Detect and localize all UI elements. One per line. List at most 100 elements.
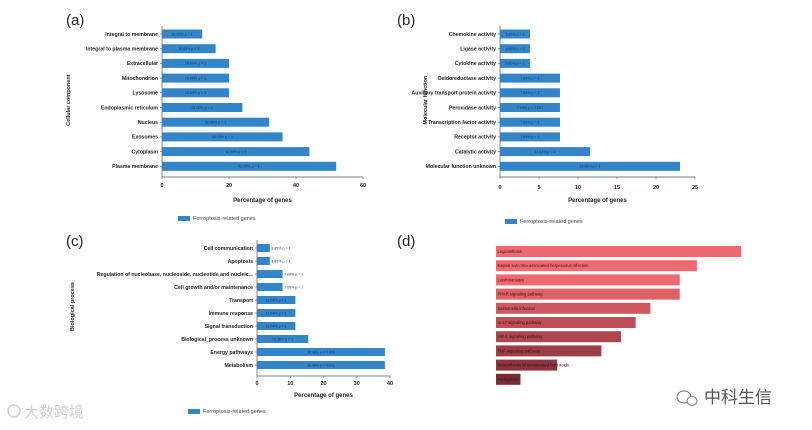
x-tick-label: 5 [537,185,540,191]
bar [500,147,591,157]
category-label: Cytoplasm [131,149,158,155]
bar-category-label: HIF-1 signaling pathway [498,334,544,339]
bar-value-label: 23.08% p = 1 [579,165,600,169]
panel-a: (a) 0 20 40 60 Percentage of genes Cellular co… [66,12,366,222]
bar [500,44,531,54]
bar [500,161,681,171]
bar-value-label: 7.69% p = 0.081 [517,106,543,110]
bar-category-label: Kaposi sarcoma-associated herpesvirus in… [498,263,590,268]
bar [500,29,531,39]
legend-label: Ferroptosis-related genes [520,219,583,225]
bar-value-label: 16.00% p = 1 [178,47,199,51]
x-tick-label: 40 [293,183,299,189]
x-tick-label: 0 [255,381,258,387]
bar [257,322,296,330]
watermark-text: 大数跨境 [24,403,84,421]
bar-value-label: 3.85% p = 1 [505,47,524,51]
bar [257,283,283,291]
legend-swatch [188,409,200,414]
y-axis-label: Biological process [70,282,76,331]
bar-value-label: 44.00% p = 1 [225,150,246,154]
category-label: Plasma membrane [112,164,158,170]
bar-value-label: 11.54% p = 1 [534,150,555,154]
bar [257,270,283,278]
category-label: Integral to membrane [105,32,158,38]
bar-value-label: 38.46% p = 0.008 [307,350,335,354]
bar [162,103,243,112]
bar [496,317,636,328]
category-label: Auxiliary transport protein activity [412,91,497,97]
bar-category-label: Leishmaniasis [498,277,525,282]
category-label: Receptor activity [454,135,496,141]
bar-value-label: 12.00% p = 1 [171,32,192,36]
bar [500,58,531,68]
x-axis-label: Percentage of genes [568,198,627,204]
bar-value-label: 11.54% p = 1 [266,298,287,302]
category-label: Molecular function unknown [426,164,496,170]
bar [500,103,560,112]
bar [257,257,270,265]
bar [257,244,270,252]
category-label: Regulation of nucleobase, nucleoside, nu… [97,272,254,278]
panel-b: (b) 0 5 10 15 20 25 Percentage of genes Molecula… [397,12,698,225]
bar-value-label: 52.00% p = 1 [238,165,259,169]
bar [500,73,560,83]
panel-label: (d) [397,233,415,250]
category-label: Immune response [209,311,254,317]
bar-value-label: 20.00% p = 1 [185,62,206,66]
x-tick-label: 60 [360,183,366,189]
bar [500,88,560,98]
bar-value-label: 20.00% p = 1 [185,91,206,95]
bar-value-label: 15.38% p = 1 [272,337,293,341]
category-label: Metabolism [224,363,253,369]
bar-category-label: Salmonella infection [498,306,536,311]
watermark-logo-icon [7,404,21,418]
category-label: Extracellular [127,61,158,67]
category-label: Peroxidase activity [449,105,496,111]
bar-value-label: 3.85% p = 1 [505,62,524,66]
bar-category-label: IL-17 signaling pathway [498,320,543,325]
x-tick-label: 25 [692,185,698,191]
bar [162,147,310,157]
x-tick-label: 15 [614,185,620,191]
panel-d: (d) Legionellosis Kaposi sarcoma-associate… [397,233,741,385]
bar-category-label: PPAR signaling pathway [498,292,544,297]
category-label: Integral to plasma membrane [86,47,158,53]
bar-value-label: 7.69% p = 1 [284,272,303,276]
bar-value-label: 7.69% p = 1 [520,91,539,95]
bar-category-label: TNF signaling pathway [498,348,541,353]
watermark-right: 中科生信 [676,388,772,407]
bar-category-label: Legionellosis [498,249,522,254]
category-label: Endoplasmic reticulum [101,105,158,111]
bar [496,345,602,357]
category-label: Biological_process unknown [181,337,253,343]
panel-label: (a) [66,12,84,29]
panel-c: (c) 0 10 20 30 40 Percentage of genes Biologica… [66,233,393,415]
x-tick-label: 20 [320,381,326,387]
bar [257,296,296,304]
x-tick-label: 30 [354,381,360,387]
panel-label: (b) [397,12,415,29]
category-label: Exosomes [132,135,158,141]
x-tick-label: 10 [575,185,581,191]
x-tick-label: 10 [287,381,293,387]
bar [496,359,558,371]
legend-swatch [178,216,190,221]
category-label: Lysosome [133,91,159,97]
bar [162,161,337,171]
x-tick-label: 0 [498,185,501,191]
bar-value-label: 20.00% p = 1 [185,76,206,80]
category-label: Nucleus [138,120,158,126]
bar [496,260,697,272]
watermark-left: 大数跨境 [7,403,84,421]
bar [496,331,621,343]
bar [162,29,203,39]
x-tick-label: 20 [226,183,232,189]
category-label: Cell communication [204,246,253,252]
bar [162,44,216,54]
bar-value-label: 7.69% p = 1 [284,285,303,289]
bar-value-label: 36.00% p = 1 [212,135,233,139]
category-label: Cell growth and/or maintenance [174,285,253,291]
x-tick-label: 20 [653,185,659,191]
